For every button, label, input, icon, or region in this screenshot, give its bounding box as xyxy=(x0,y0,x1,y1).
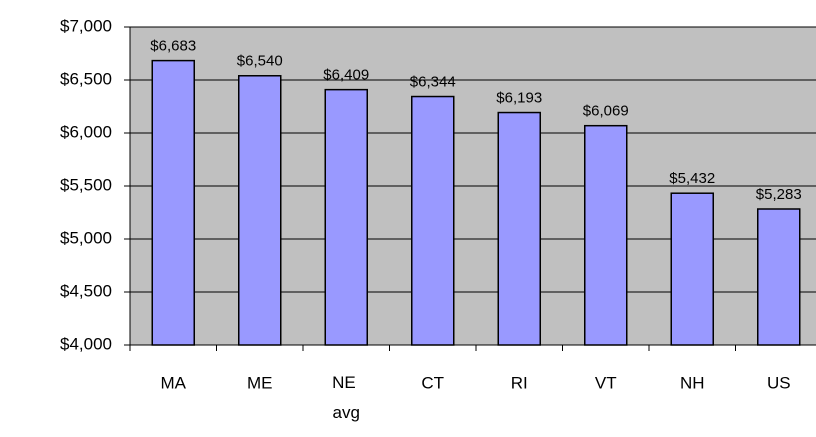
x-tick-label: NH xyxy=(680,373,705,392)
value-label: $6,683 xyxy=(150,38,196,55)
y-tick-label: $6,000 xyxy=(60,122,112,141)
value-label: $5,432 xyxy=(669,170,715,187)
x-tick-label: US xyxy=(767,373,791,392)
x-tick-label: NE avg xyxy=(332,373,360,422)
y-tick-label: $5,000 xyxy=(60,228,112,247)
value-label: $6,409 xyxy=(323,67,369,84)
bar xyxy=(497,111,541,346)
value-label: $6,344 xyxy=(410,74,456,91)
bar xyxy=(238,75,282,346)
y-tick-label: $4,000 xyxy=(60,334,112,353)
bar xyxy=(584,124,628,346)
value-label: $6,193 xyxy=(496,90,542,107)
bar xyxy=(151,59,195,346)
x-tick-label: RI xyxy=(511,373,528,392)
bar xyxy=(757,208,801,346)
bar xyxy=(411,95,455,346)
x-tick-label: ME xyxy=(247,373,273,392)
x-tick-label: MA xyxy=(161,373,187,392)
x-tick-label: VT xyxy=(595,373,617,392)
value-label: $6,540 xyxy=(237,53,283,70)
value-label: $5,283 xyxy=(756,186,802,203)
bar xyxy=(324,88,368,346)
bar xyxy=(670,192,714,346)
value-label: $6,069 xyxy=(583,103,629,120)
y-tick-label: $6,500 xyxy=(60,69,112,88)
y-tick-label: $4,500 xyxy=(60,281,112,300)
y-tick-label: $5,500 xyxy=(60,175,112,194)
x-tick-label: CT xyxy=(421,373,444,392)
y-tick-label: $7,000 xyxy=(60,16,112,35)
